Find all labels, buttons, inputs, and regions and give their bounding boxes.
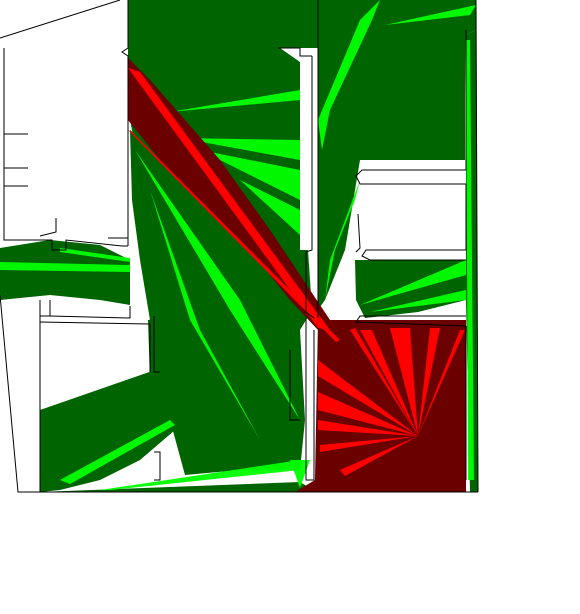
red-ray-fan-1 (360, 330, 418, 436)
left-room-wall (3, 48, 128, 251)
ray-bundle-left-band-2 (60, 248, 130, 262)
red-ray-fan-10 (340, 436, 418, 476)
visible-region-center-wedge (130, 130, 305, 475)
ray-bundle-upper-4 (240, 180, 300, 235)
right-room-lower (355, 315, 467, 327)
ray-bundle-upper-2 (180, 138, 300, 160)
red-ray-long-2 (128, 130, 340, 342)
red-ray-long-1 (128, 68, 330, 330)
ray-bundle-bottom-2 (60, 420, 175, 484)
ray-bundle-top-right-2 (385, 5, 476, 25)
red-ray-fan-8 (350, 328, 418, 436)
outer-wall-left (0, 0, 121, 39)
outer-wall-left-vertical (0, 294, 40, 493)
wall-outline-group (0, 0, 479, 493)
lower-left-shelf (49, 306, 131, 319)
red-ray-fan-5 (318, 392, 418, 436)
visible-region-bottom-band (40, 370, 175, 492)
right-room-mid (361, 184, 467, 261)
red-ray-fan-7 (320, 436, 418, 452)
ray-bundle-top-right (318, 0, 380, 150)
left-room-inner (39, 218, 57, 237)
lower-room-inner (305, 318, 315, 481)
lower-left-door (39, 321, 151, 372)
highlight-ray-group (128, 68, 465, 476)
ray-bundle-left-band (0, 262, 130, 272)
red-ray-fan-3 (418, 328, 440, 436)
lower-left-small (153, 316, 160, 373)
ray-bundle-upper-3 (200, 150, 300, 200)
left-column-wall (121, 0, 129, 246)
red-ray-fan-9 (418, 330, 465, 436)
ray-bundle-center (135, 150, 300, 420)
red-ray-fan-6 (318, 420, 418, 436)
outer-wall-right (475, 0, 479, 493)
red-ray-fan-4 (318, 360, 418, 436)
right-room-upper (355, 30, 467, 185)
ray-bundle-bottom-center (290, 460, 310, 488)
lower-room-left-wall (289, 350, 300, 421)
ray-bundle-right-mid (325, 180, 360, 300)
ray-bundle-right-edge (466, 40, 474, 480)
visible-region-top-right (318, 0, 476, 310)
upper-door (278, 47, 312, 57)
red-ray-fan-2 (390, 328, 418, 436)
lower-room-step (154, 451, 161, 481)
ray-bundle-bottom (100, 460, 300, 490)
center-wall-right (305, 56, 315, 319)
right-room-mid-left (355, 213, 361, 253)
visible-ray-group (0, 0, 476, 490)
ray-bundle-right-low-2 (370, 290, 466, 312)
ray-bundle-right-low (360, 260, 466, 305)
ray-bundle-upper (170, 90, 300, 112)
